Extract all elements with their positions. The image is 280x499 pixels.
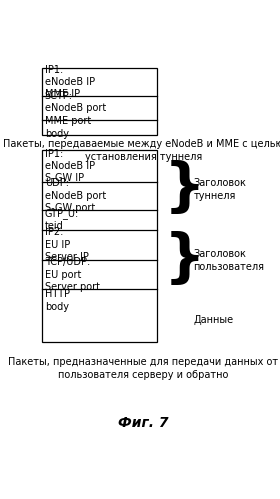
Text: IP1:
eNodeB IP
S-GW IP: IP1: eNodeB IP S-GW IP <box>45 149 95 184</box>
Text: }: } <box>164 160 206 217</box>
Text: Пакеты, предназначенные для передачи данных от
пользователя серверу и обратно: Пакеты, предназначенные для передачи дан… <box>8 356 279 380</box>
Text: UDP:
eNodeB port
S-GW port: UDP: eNodeB port S-GW port <box>45 179 106 213</box>
Text: IP1:
eNodeB IP
MME IP: IP1: eNodeB IP MME IP <box>45 65 95 99</box>
Text: TCP/UDP:
EU port
Server port: TCP/UDP: EU port Server port <box>45 257 100 292</box>
Text: Заголовок
пользователя: Заголовок пользователя <box>193 249 264 272</box>
Text: HTTP
body: HTTP body <box>45 289 70 312</box>
Text: Заголовок
туннеля: Заголовок туннеля <box>193 178 246 201</box>
Text: body: body <box>45 116 69 139</box>
Bar <box>41 150 157 342</box>
Text: SCTP:
eNodeB port
MME port: SCTP: eNodeB port MME port <box>45 91 106 126</box>
Text: IP2:
EU IP
Server IP: IP2: EU IP Server IP <box>45 228 89 262</box>
Text: GTP_U:
teid: GTP_U: teid <box>45 208 79 232</box>
Text: Пакеты, передаваемые между eNodeB и ММЕ с целью
установления туннеля: Пакеты, передаваемые между eNodeB и ММЕ … <box>3 139 280 162</box>
Bar <box>41 67 157 135</box>
Text: Фиг. 7: Фиг. 7 <box>118 416 169 430</box>
Text: Данные: Данные <box>193 315 234 325</box>
Text: }: } <box>164 231 206 288</box>
